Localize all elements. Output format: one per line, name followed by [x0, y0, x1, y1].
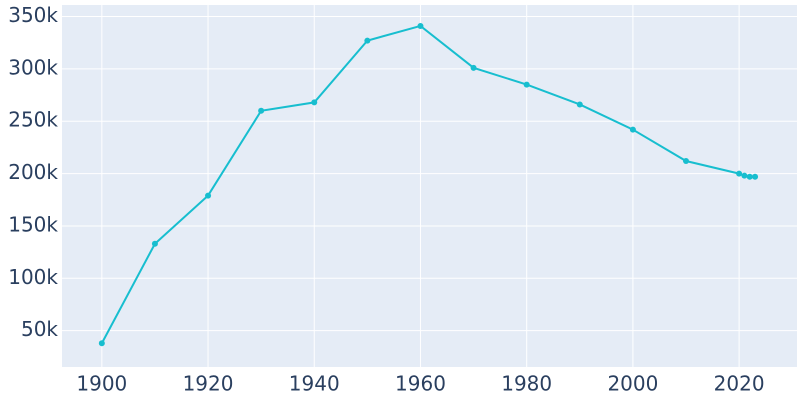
x-tick-label: 1960 — [395, 372, 446, 396]
data-point — [736, 170, 743, 177]
data-point — [576, 101, 583, 108]
x-tick-label: 2000 — [607, 372, 658, 396]
data-point — [417, 22, 424, 29]
data-point — [151, 240, 158, 247]
data-point — [205, 192, 212, 199]
x-tick-label: 1940 — [289, 372, 340, 396]
x-tick-label: 1900 — [76, 372, 127, 396]
x-tick-label: 1920 — [183, 372, 234, 396]
data-point — [98, 340, 105, 347]
data-point — [311, 99, 318, 106]
data-point — [523, 81, 530, 88]
data-point — [746, 173, 753, 180]
data-point — [741, 172, 748, 179]
plot-background — [62, 5, 797, 367]
y-tick-label: 300k — [8, 55, 58, 79]
data-point — [364, 37, 371, 44]
y-tick-label: 150k — [8, 212, 58, 236]
data-point — [683, 158, 690, 165]
data-point — [629, 126, 636, 133]
y-tick-label: 350k — [8, 3, 58, 27]
y-tick-label: 250k — [8, 108, 58, 132]
x-tick-label: 1980 — [501, 372, 552, 396]
y-tick-label: 50k — [21, 317, 58, 341]
y-tick-label: 200k — [8, 160, 58, 184]
x-tick-label: 2020 — [714, 372, 765, 396]
data-point — [470, 64, 477, 71]
y-tick-label: 100k — [8, 265, 58, 289]
data-point — [258, 107, 265, 114]
data-point — [752, 173, 759, 180]
